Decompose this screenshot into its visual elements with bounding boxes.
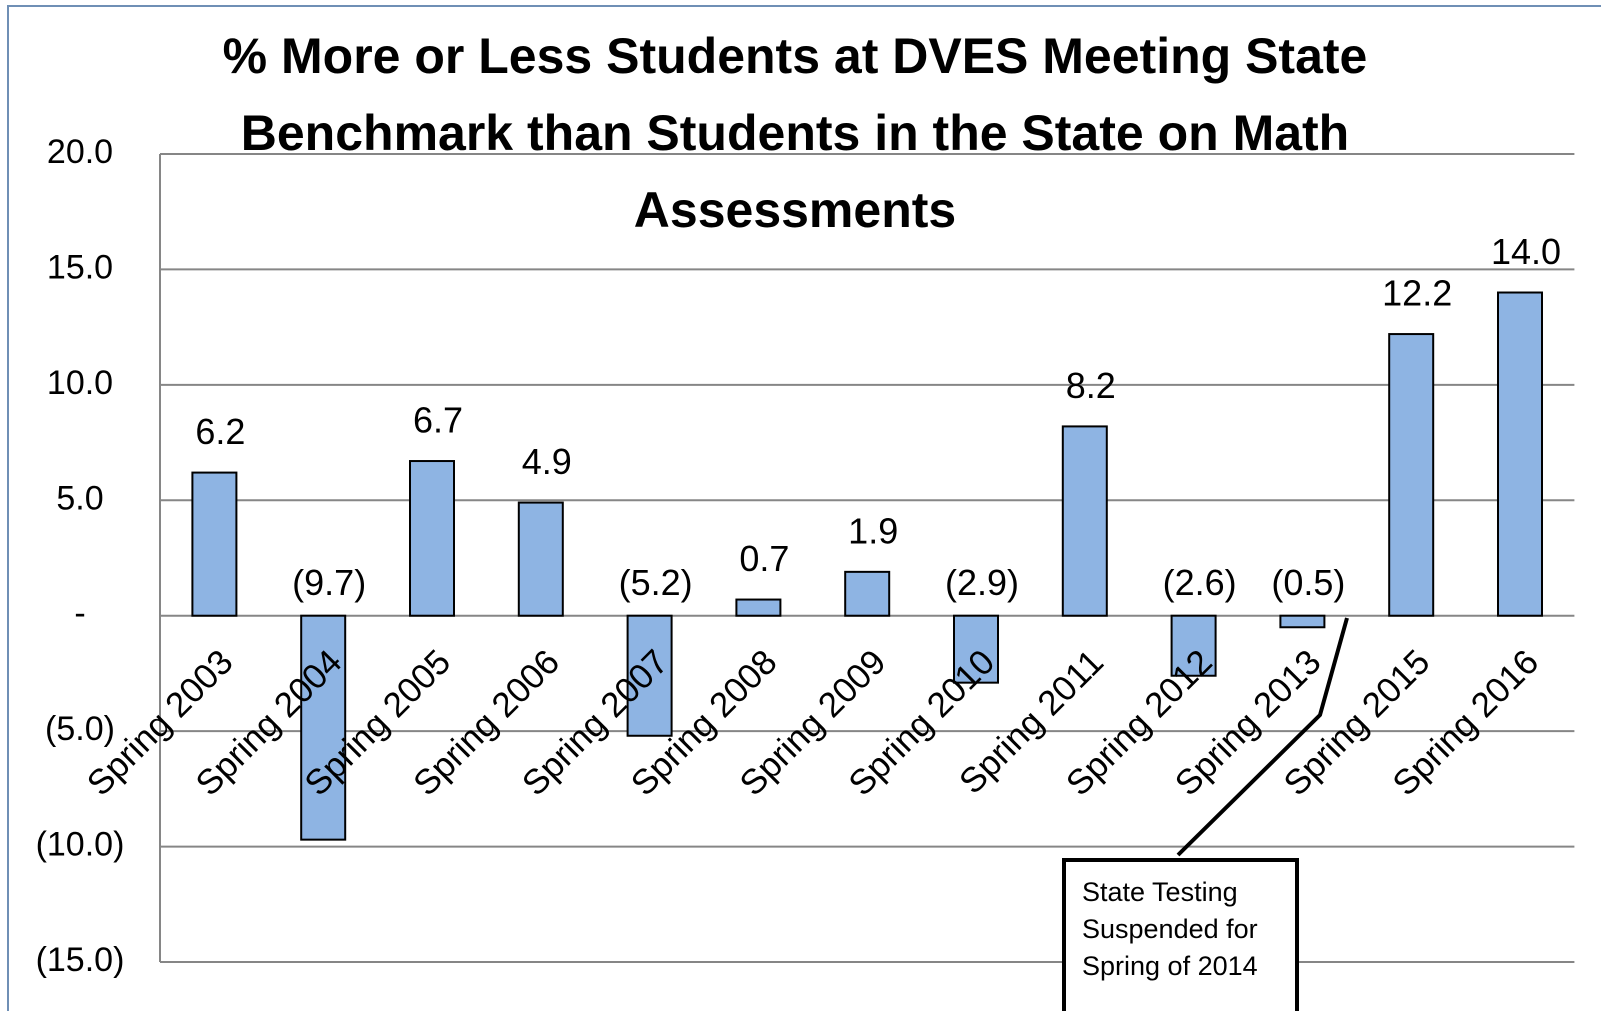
value-label: (2.6): [1163, 562, 1237, 603]
bar: [1388, 333, 1435, 617]
bar: [735, 598, 782, 617]
annotation-leader: [1176, 617, 1349, 857]
value-label: (9.7): [292, 562, 366, 603]
bar: [1279, 614, 1326, 629]
value-label: 14.0: [1491, 231, 1561, 272]
value-label: 8.2: [1066, 365, 1116, 406]
bar: [626, 614, 673, 737]
bar: [191, 471, 238, 617]
bar: [844, 570, 891, 617]
y-tick-label: -: [74, 595, 85, 633]
value-label: 0.7: [739, 538, 789, 579]
value-label: (0.5): [1271, 562, 1345, 603]
value-label: 1.9: [848, 510, 898, 551]
y-tick-label: 15.0: [47, 248, 113, 286]
value-label: (2.9): [945, 562, 1019, 603]
chart-title: % More or Less Students at DVES Meeting …: [222, 28, 1368, 238]
frame: [7, 5, 1601, 1011]
bar: [1061, 425, 1108, 617]
value-label: 12.2: [1382, 273, 1452, 314]
bar: [953, 614, 999, 684]
value-label: 6.2: [195, 411, 245, 452]
y-tick-label: 5.0: [56, 479, 103, 517]
y-tick-label: (10.0): [36, 826, 125, 864]
annotation: State Testing Suspended for Spring of 20…: [1062, 858, 1299, 1011]
bar: [1170, 614, 1217, 677]
y-tick-label: 10.0: [47, 364, 113, 402]
value-label: 4.9: [522, 441, 572, 482]
bar: [409, 460, 455, 617]
y-tick-label: (15.0): [36, 941, 125, 979]
bar: [1497, 291, 1543, 617]
value-label: (5.2): [619, 562, 693, 603]
y-tick-label: (5.0): [45, 710, 115, 748]
y-tick-label: 20.0: [47, 133, 113, 171]
bar: [300, 614, 347, 841]
bar: [517, 501, 564, 617]
value-label: 6.7: [413, 400, 463, 441]
